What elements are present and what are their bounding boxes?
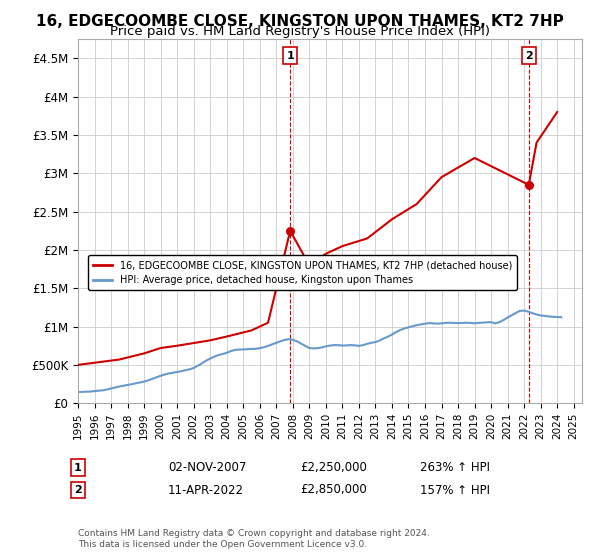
Text: 157% ↑ HPI: 157% ↑ HPI xyxy=(420,483,490,497)
Text: 2: 2 xyxy=(525,50,533,60)
Text: £2,250,000: £2,250,000 xyxy=(300,461,367,474)
Text: 11-APR-2022: 11-APR-2022 xyxy=(168,483,244,497)
Text: 2: 2 xyxy=(74,485,82,495)
Legend: 16, EDGECOOMBE CLOSE, KINGSTON UPON THAMES, KT2 7HP (detached house), HPI: Avera: 16, EDGECOOMBE CLOSE, KINGSTON UPON THAM… xyxy=(88,255,517,290)
Text: Price paid vs. HM Land Registry's House Price Index (HPI): Price paid vs. HM Land Registry's House … xyxy=(110,25,490,38)
Text: 02-NOV-2007: 02-NOV-2007 xyxy=(168,461,247,474)
Point xyxy=(524,180,533,189)
Text: £2,850,000: £2,850,000 xyxy=(300,483,367,497)
Text: 1: 1 xyxy=(286,50,294,60)
Point xyxy=(286,226,295,235)
Text: 263% ↑ HPI: 263% ↑ HPI xyxy=(420,461,490,474)
Text: 1: 1 xyxy=(74,463,82,473)
Text: Contains HM Land Registry data © Crown copyright and database right 2024.
This d: Contains HM Land Registry data © Crown c… xyxy=(78,529,430,549)
Text: 16, EDGECOOMBE CLOSE, KINGSTON UPON THAMES, KT2 7HP: 16, EDGECOOMBE CLOSE, KINGSTON UPON THAM… xyxy=(36,14,564,29)
